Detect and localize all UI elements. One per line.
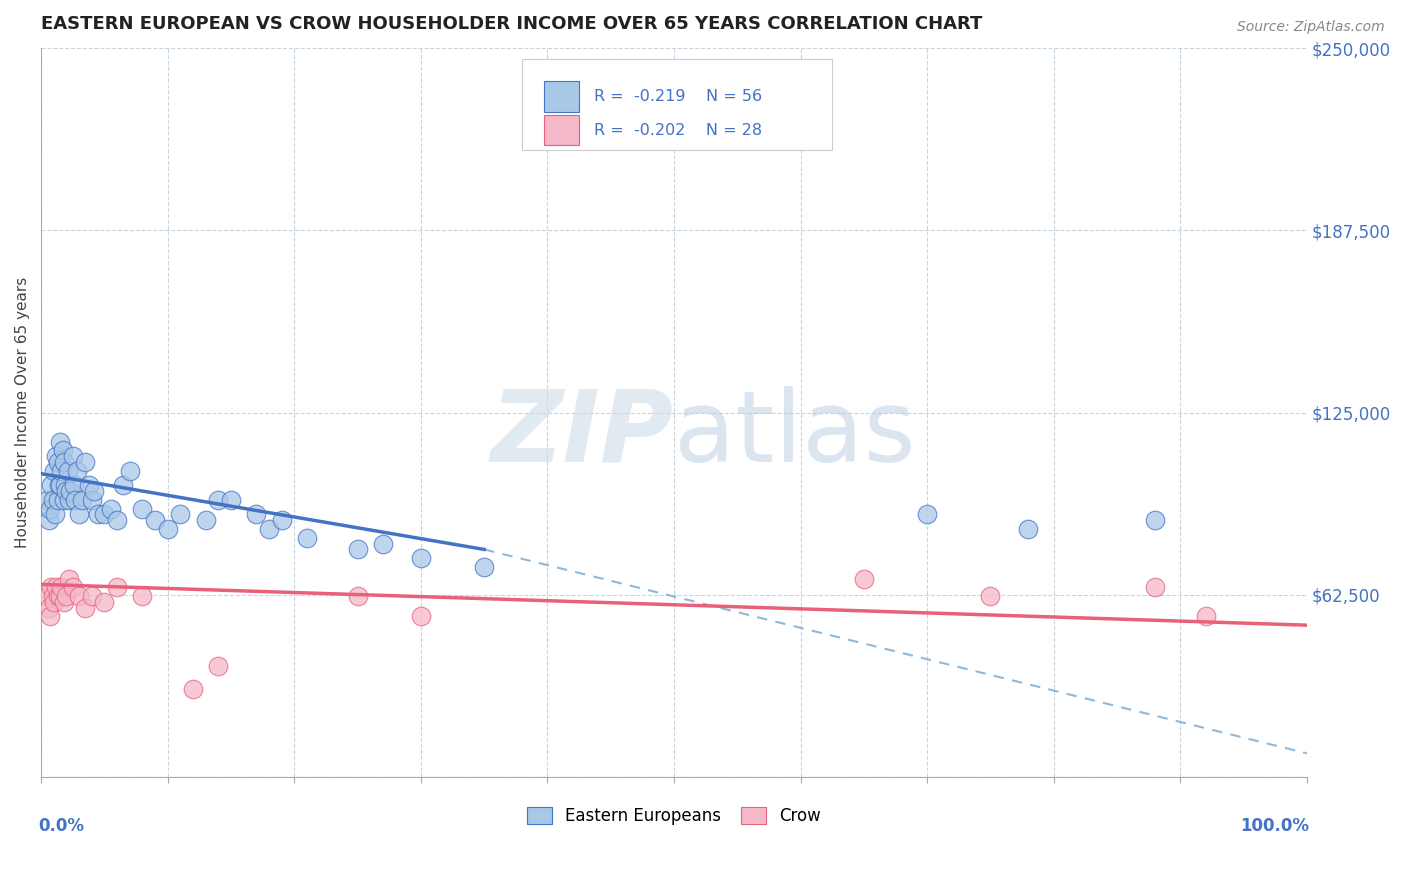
Point	[257, 522, 280, 536]
Point	[49, 478, 72, 492]
Point	[37, 492, 59, 507]
Point	[270, 513, 292, 527]
Point	[39, 609, 62, 624]
FancyBboxPatch shape	[544, 81, 579, 112]
Point	[59, 484, 82, 499]
Point	[1194, 609, 1216, 624]
Point	[295, 531, 318, 545]
Point	[52, 492, 75, 507]
Point	[1143, 513, 1166, 527]
Point	[70, 492, 93, 507]
Point	[80, 492, 103, 507]
Point	[41, 492, 63, 507]
Point	[852, 572, 875, 586]
Point	[46, 492, 69, 507]
Point	[915, 508, 938, 522]
Point	[51, 580, 73, 594]
Point	[207, 492, 229, 507]
Point	[77, 478, 100, 492]
Point	[44, 508, 66, 522]
Point	[65, 492, 87, 507]
Point	[39, 478, 62, 492]
Point	[52, 443, 75, 458]
Point	[52, 595, 75, 609]
Point	[80, 589, 103, 603]
Text: EASTERN EUROPEAN VS CROW HOUSEHOLDER INCOME OVER 65 YEARS CORRELATION CHART: EASTERN EUROPEAN VS CROW HOUSEHOLDER INC…	[41, 15, 983, 33]
Point	[67, 508, 90, 522]
Text: 0.0%: 0.0%	[38, 817, 84, 835]
Point	[409, 609, 432, 624]
Point	[55, 484, 77, 499]
Point	[55, 589, 77, 603]
Text: 100.0%: 100.0%	[1240, 817, 1309, 835]
Text: R =  -0.219    N = 56: R = -0.219 N = 56	[595, 89, 762, 104]
Point	[131, 501, 153, 516]
Point	[42, 464, 65, 478]
Point	[346, 589, 368, 603]
Point	[87, 508, 110, 522]
Point	[75, 455, 97, 469]
Point	[41, 589, 63, 603]
Point	[45, 580, 67, 594]
Point	[169, 508, 191, 522]
Point	[75, 600, 97, 615]
Text: atlas: atlas	[673, 386, 915, 483]
Point	[83, 484, 105, 499]
Point	[1143, 580, 1166, 594]
Point	[45, 449, 67, 463]
FancyBboxPatch shape	[544, 115, 579, 145]
Point	[49, 589, 72, 603]
Point	[62, 449, 84, 463]
Point	[42, 595, 65, 609]
Point	[112, 478, 135, 492]
Point	[194, 513, 217, 527]
Text: Source: ZipAtlas.com: Source: ZipAtlas.com	[1237, 20, 1385, 34]
Point	[58, 492, 80, 507]
Point	[118, 464, 141, 478]
Point	[371, 536, 394, 550]
Legend: Eastern Europeans, Crow: Eastern Europeans, Crow	[519, 799, 830, 834]
Point	[156, 522, 179, 536]
Point	[472, 560, 495, 574]
Point	[409, 551, 432, 566]
Point	[49, 434, 72, 449]
Point	[37, 589, 59, 603]
Point	[56, 464, 79, 478]
Point	[48, 478, 70, 492]
Point	[38, 513, 60, 527]
Point	[39, 580, 62, 594]
Point	[63, 478, 86, 492]
Point	[100, 501, 122, 516]
Point	[219, 492, 242, 507]
Y-axis label: Householder Income Over 65 years: Householder Income Over 65 years	[15, 277, 30, 549]
Point	[143, 513, 166, 527]
Point	[65, 464, 87, 478]
Point	[93, 595, 115, 609]
FancyBboxPatch shape	[522, 60, 832, 151]
Point	[207, 659, 229, 673]
Point	[1017, 522, 1039, 536]
Point	[979, 589, 1001, 603]
Point	[52, 455, 75, 469]
Text: R =  -0.202    N = 28: R = -0.202 N = 28	[595, 122, 762, 137]
Point	[46, 455, 69, 469]
Text: ZIP: ZIP	[491, 386, 673, 483]
Point	[93, 508, 115, 522]
Point	[51, 464, 73, 478]
Point	[346, 542, 368, 557]
Point	[105, 513, 128, 527]
Point	[131, 589, 153, 603]
Point	[105, 580, 128, 594]
Point	[62, 580, 84, 594]
Point	[58, 572, 80, 586]
Point	[39, 501, 62, 516]
Point	[67, 589, 90, 603]
Point	[46, 589, 69, 603]
Point	[38, 600, 60, 615]
Point	[181, 682, 204, 697]
Point	[53, 478, 76, 492]
Point	[245, 508, 267, 522]
